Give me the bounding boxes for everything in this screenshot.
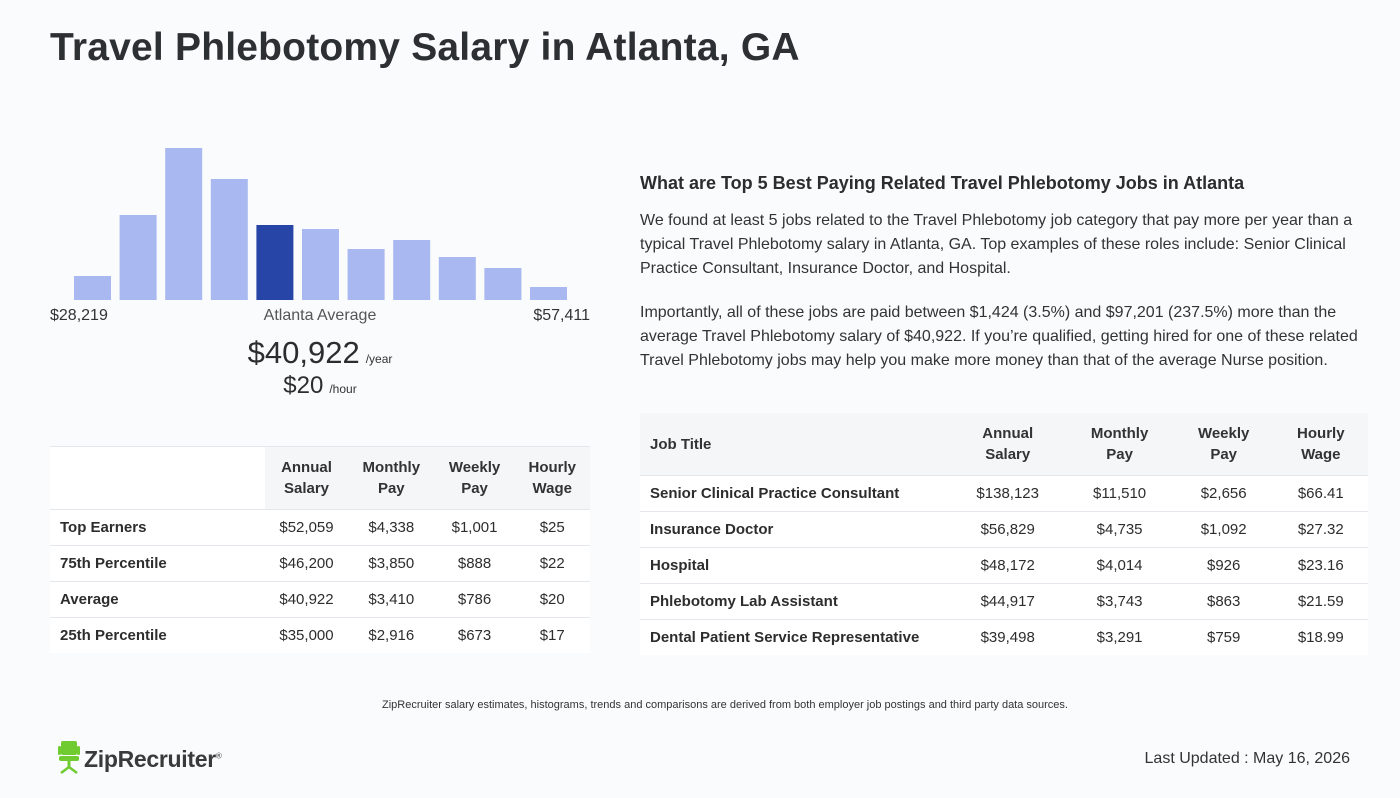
related-jobs-heading: What are Top 5 Best Paying Related Trave…: [640, 173, 1245, 193]
average-annual-salary: $40,922/year: [50, 335, 590, 371]
table-row: 25th Percentile $35,000 $2,916 $673 $17: [50, 617, 590, 653]
weekly-cell: $863: [1206, 593, 1241, 610]
histogram-bar: [119, 215, 157, 300]
chair-icon: [58, 740, 80, 779]
annual-cell: $35,000: [279, 627, 334, 644]
histogram-min-label: $28,219: [50, 307, 108, 324]
table-row: Insurance Doctor $56,829 $4,735 $1,092 $…: [640, 511, 1368, 548]
header-job-title: Job Title: [640, 413, 950, 476]
weekly-cell: $759: [1206, 629, 1241, 646]
data-source-footnote: ZipRecruiter salary estimates, histogram…: [382, 699, 1068, 711]
related-jobs-table: Job Title Annual Salary Monthly Pay Weekly…: [640, 413, 1368, 655]
histogram-bar: [393, 240, 431, 300]
annual-cell: $44,917: [980, 593, 1035, 610]
job-title-cell: Senior Clinical Practice Consultant: [650, 485, 900, 502]
header-annual-salary: Annual Salary: [950, 413, 1066, 476]
last-updated: Last Updated : May 16, 2026: [1144, 750, 1350, 767]
weekly-cell: $1,001: [451, 519, 498, 536]
histogram-bar: [438, 257, 476, 300]
hourly-cell: $22: [539, 555, 565, 572]
histogram-bar: [74, 276, 111, 300]
monthly-cell: $2,916: [368, 627, 415, 644]
histogram-bar: [165, 148, 203, 300]
annual-salary-unit: /year: [365, 352, 393, 366]
row-label: Average: [60, 591, 119, 608]
hourly-cell: $23.16: [1297, 557, 1344, 574]
hourly-cell: $21.59: [1297, 593, 1344, 610]
related-jobs-paragraph-1: We found at least 5 jobs related to the …: [640, 212, 1353, 277]
monthly-cell: $3,291: [1096, 629, 1143, 646]
table-row: Dental Patient Service Representative $3…: [640, 619, 1368, 655]
table-row: Phlebotomy Lab Assistant $44,917 $3,743 …: [640, 583, 1368, 620]
annual-cell: $39,498: [980, 629, 1035, 646]
row-label: 25th Percentile: [60, 627, 167, 644]
table-row: 75th Percentile $46,200 $3,850 $888 $22: [50, 545, 590, 582]
annual-cell: $138,123: [976, 485, 1039, 502]
job-title-cell: Dental Patient Service Representative: [650, 629, 920, 646]
page-title: Travel Phlebotomy Salary in Atlanta, GA: [50, 26, 800, 69]
histogram-bar: [210, 179, 248, 300]
hourly-cell: $66.41: [1297, 485, 1344, 502]
ziprecruiter-logo[interactable]: ZipRecruiter®: [58, 740, 222, 779]
hourly-cell: $20: [539, 591, 565, 608]
header-hourly-wage: Hourly Wage: [514, 446, 590, 510]
annual-cell: $48,172: [980, 557, 1035, 574]
histogram-max-label: $57,411: [533, 307, 590, 324]
monthly-cell: $3,410: [368, 591, 415, 608]
job-title-cell: Phlebotomy Lab Assistant: [650, 593, 838, 610]
monthly-cell: $11,510: [1093, 485, 1147, 502]
header-blank: [50, 446, 265, 510]
related-jobs-paragraph-2: Importantly, all of these jobs are paid …: [640, 304, 1358, 369]
monthly-cell: $4,014: [1096, 557, 1143, 574]
job-title-cell: Insurance Doctor: [650, 521, 774, 538]
histogram-bar: [484, 268, 522, 300]
weekly-cell: $2,656: [1200, 485, 1247, 502]
hourly-cell: $17: [539, 627, 565, 644]
salary-histogram: [50, 140, 590, 300]
row-label: Top Earners: [60, 519, 147, 536]
weekly-cell: $1,092: [1200, 521, 1247, 538]
monthly-cell: $3,850: [368, 555, 415, 572]
header-hourly-wage: Hourly Wage: [1273, 413, 1368, 476]
histogram-svg: [74, 148, 567, 300]
table-row: Senior Clinical Practice Consultant $138…: [640, 475, 1368, 512]
annual-salary-value: $40,922: [247, 335, 360, 370]
header-annual-salary: Annual Salary: [265, 446, 348, 510]
table-row: Average $40,922 $3,410 $786 $20: [50, 581, 590, 618]
weekly-cell: $888: [457, 555, 492, 572]
annual-cell: $56,829: [980, 521, 1035, 538]
average-hourly-wage: $20/hour: [50, 372, 590, 400]
histogram-bar: [302, 229, 339, 300]
histogram-bar: [530, 287, 567, 300]
percentile-table: Annual Salary Monthly Pay Weekly Pay Hourly…: [50, 446, 590, 653]
annual-cell: $46,200: [279, 555, 334, 572]
monthly-cell: $4,338: [368, 519, 415, 536]
header-monthly-pay: Monthly Pay: [1065, 413, 1174, 476]
hourly-cell: $25: [539, 519, 565, 536]
annual-cell: $52,059: [279, 519, 334, 536]
hourly-cell: $27.32: [1297, 521, 1344, 538]
monthly-cell: $4,735: [1096, 521, 1143, 538]
weekly-cell: $673: [457, 627, 492, 644]
jobs-table-header: Job Title Annual Salary Monthly Pay Weekly…: [640, 413, 1368, 476]
header-monthly-pay: Monthly Pay: [347, 446, 435, 510]
hourly-wage-value: $20: [283, 372, 324, 399]
histogram-bar-average: [256, 225, 294, 300]
logo-wordmark: ZipRecruiter®: [84, 746, 222, 772]
monthly-cell: $3,743: [1096, 593, 1143, 610]
weekly-cell: $786: [457, 591, 492, 608]
table-row: Top Earners $52,059 $4,338 $1,001 $25: [50, 509, 590, 546]
table-row: Hospital $48,172 $4,014 $926 $23.16: [640, 547, 1368, 584]
job-title-cell: Hospital: [650, 557, 710, 574]
header-weekly-pay: Weekly Pay: [1173, 413, 1274, 476]
row-label: 75th Percentile: [60, 555, 167, 572]
weekly-cell: $926: [1206, 557, 1241, 574]
percentile-table-header: Annual Salary Monthly Pay Weekly Pay Hourly…: [50, 446, 590, 510]
hourly-wage-unit: /hour: [329, 382, 357, 396]
hourly-cell: $18.99: [1297, 629, 1344, 646]
header-weekly-pay: Weekly Pay: [434, 446, 515, 510]
histogram-average-label: Atlanta Average: [263, 307, 377, 324]
annual-cell: $40,922: [279, 591, 334, 608]
histogram-bar: [347, 249, 385, 300]
